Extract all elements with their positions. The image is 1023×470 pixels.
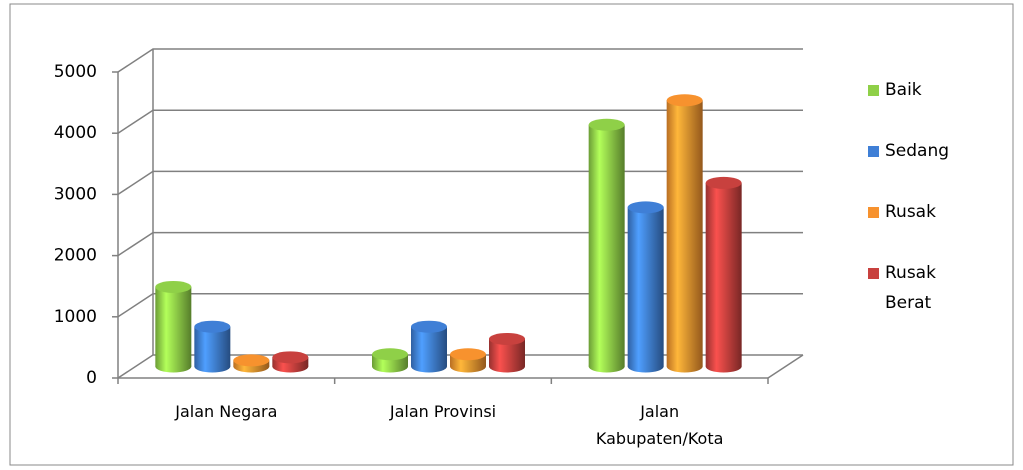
bar	[233, 354, 270, 373]
floor-edge	[767, 354, 804, 379]
y-tick-label: 4000	[54, 123, 97, 143]
bar-base	[666, 360, 703, 373]
bar-top	[233, 354, 270, 367]
bar	[705, 176, 742, 373]
grid-line	[117, 170, 803, 196]
bar-top	[666, 94, 703, 107]
bar	[372, 348, 408, 373]
bar-top	[450, 348, 486, 361]
bar-body	[666, 100, 703, 367]
y-tick-label: 1000	[54, 307, 97, 327]
bar-base	[489, 360, 525, 373]
bar	[666, 94, 703, 373]
grid-line	[117, 293, 803, 318]
bar-body	[705, 182, 742, 367]
x-tick-label: Jalan Negara	[175, 402, 278, 421]
grid-line	[117, 231, 803, 257]
bar	[194, 320, 231, 373]
bar-base	[194, 360, 231, 373]
legend-swatch	[868, 85, 879, 96]
legend-label: Rusak Berat	[885, 263, 936, 313]
bar-base	[705, 360, 742, 373]
legend-swatch	[868, 207, 879, 218]
grid-line	[117, 48, 803, 73]
y-tick-label: 3000	[54, 184, 97, 204]
legend-swatch	[868, 268, 879, 279]
bar-top	[155, 280, 192, 293]
legend-swatch	[868, 146, 879, 157]
bar	[450, 348, 486, 373]
bar-body	[155, 286, 192, 367]
legend-label: Baik	[885, 80, 922, 100]
grid-line	[117, 354, 803, 379]
bar-base	[411, 360, 447, 373]
bar-top	[272, 351, 309, 364]
bar-base	[272, 360, 309, 373]
bar-body	[588, 124, 625, 367]
bar-top	[411, 320, 447, 333]
bar-base	[588, 360, 625, 373]
x-tick-label: Jalan Provinsi	[389, 402, 497, 421]
grid-line	[117, 109, 803, 134]
bar	[272, 351, 309, 373]
bar	[411, 320, 447, 373]
bar-body	[411, 326, 447, 367]
bar-top	[372, 348, 408, 361]
bar-top	[705, 176, 742, 189]
y-tick-label: 5000	[54, 62, 97, 82]
bar-top	[194, 320, 231, 333]
bar-top	[627, 201, 664, 214]
bar-base	[372, 360, 408, 373]
y-tick-label: 0	[86, 368, 97, 388]
bar	[489, 332, 525, 373]
bar-base	[627, 360, 664, 373]
bar	[155, 280, 192, 373]
y-tick-label: 2000	[54, 246, 97, 266]
bar-top	[489, 332, 525, 345]
bar-base	[450, 360, 486, 373]
bar-base	[155, 360, 192, 373]
legend-label: Sedang	[885, 141, 950, 161]
bar	[588, 118, 625, 373]
bar-body	[627, 207, 664, 367]
legend-label: Rusak	[885, 202, 936, 222]
bar	[627, 201, 664, 373]
chart-border	[9, 3, 1014, 466]
x-tick-label: Jalan Kabupaten/Kota	[595, 402, 724, 448]
bar-body	[194, 326, 231, 367]
bar-top	[588, 118, 625, 131]
